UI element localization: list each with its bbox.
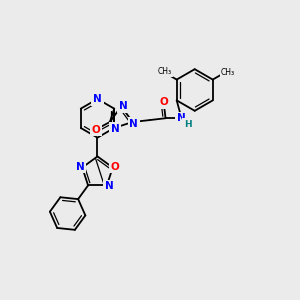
Text: N: N: [177, 113, 186, 123]
Text: N: N: [76, 161, 85, 172]
Text: H: H: [184, 120, 191, 129]
Text: CH₃: CH₃: [221, 68, 235, 77]
Text: N: N: [129, 119, 138, 129]
Text: N: N: [93, 94, 102, 104]
Text: N: N: [104, 182, 113, 191]
Text: O: O: [110, 161, 119, 172]
Text: N: N: [119, 101, 128, 111]
Text: O: O: [159, 97, 168, 107]
Text: N: N: [111, 124, 120, 134]
Text: CH₃: CH₃: [158, 67, 172, 76]
Text: O: O: [92, 124, 100, 135]
